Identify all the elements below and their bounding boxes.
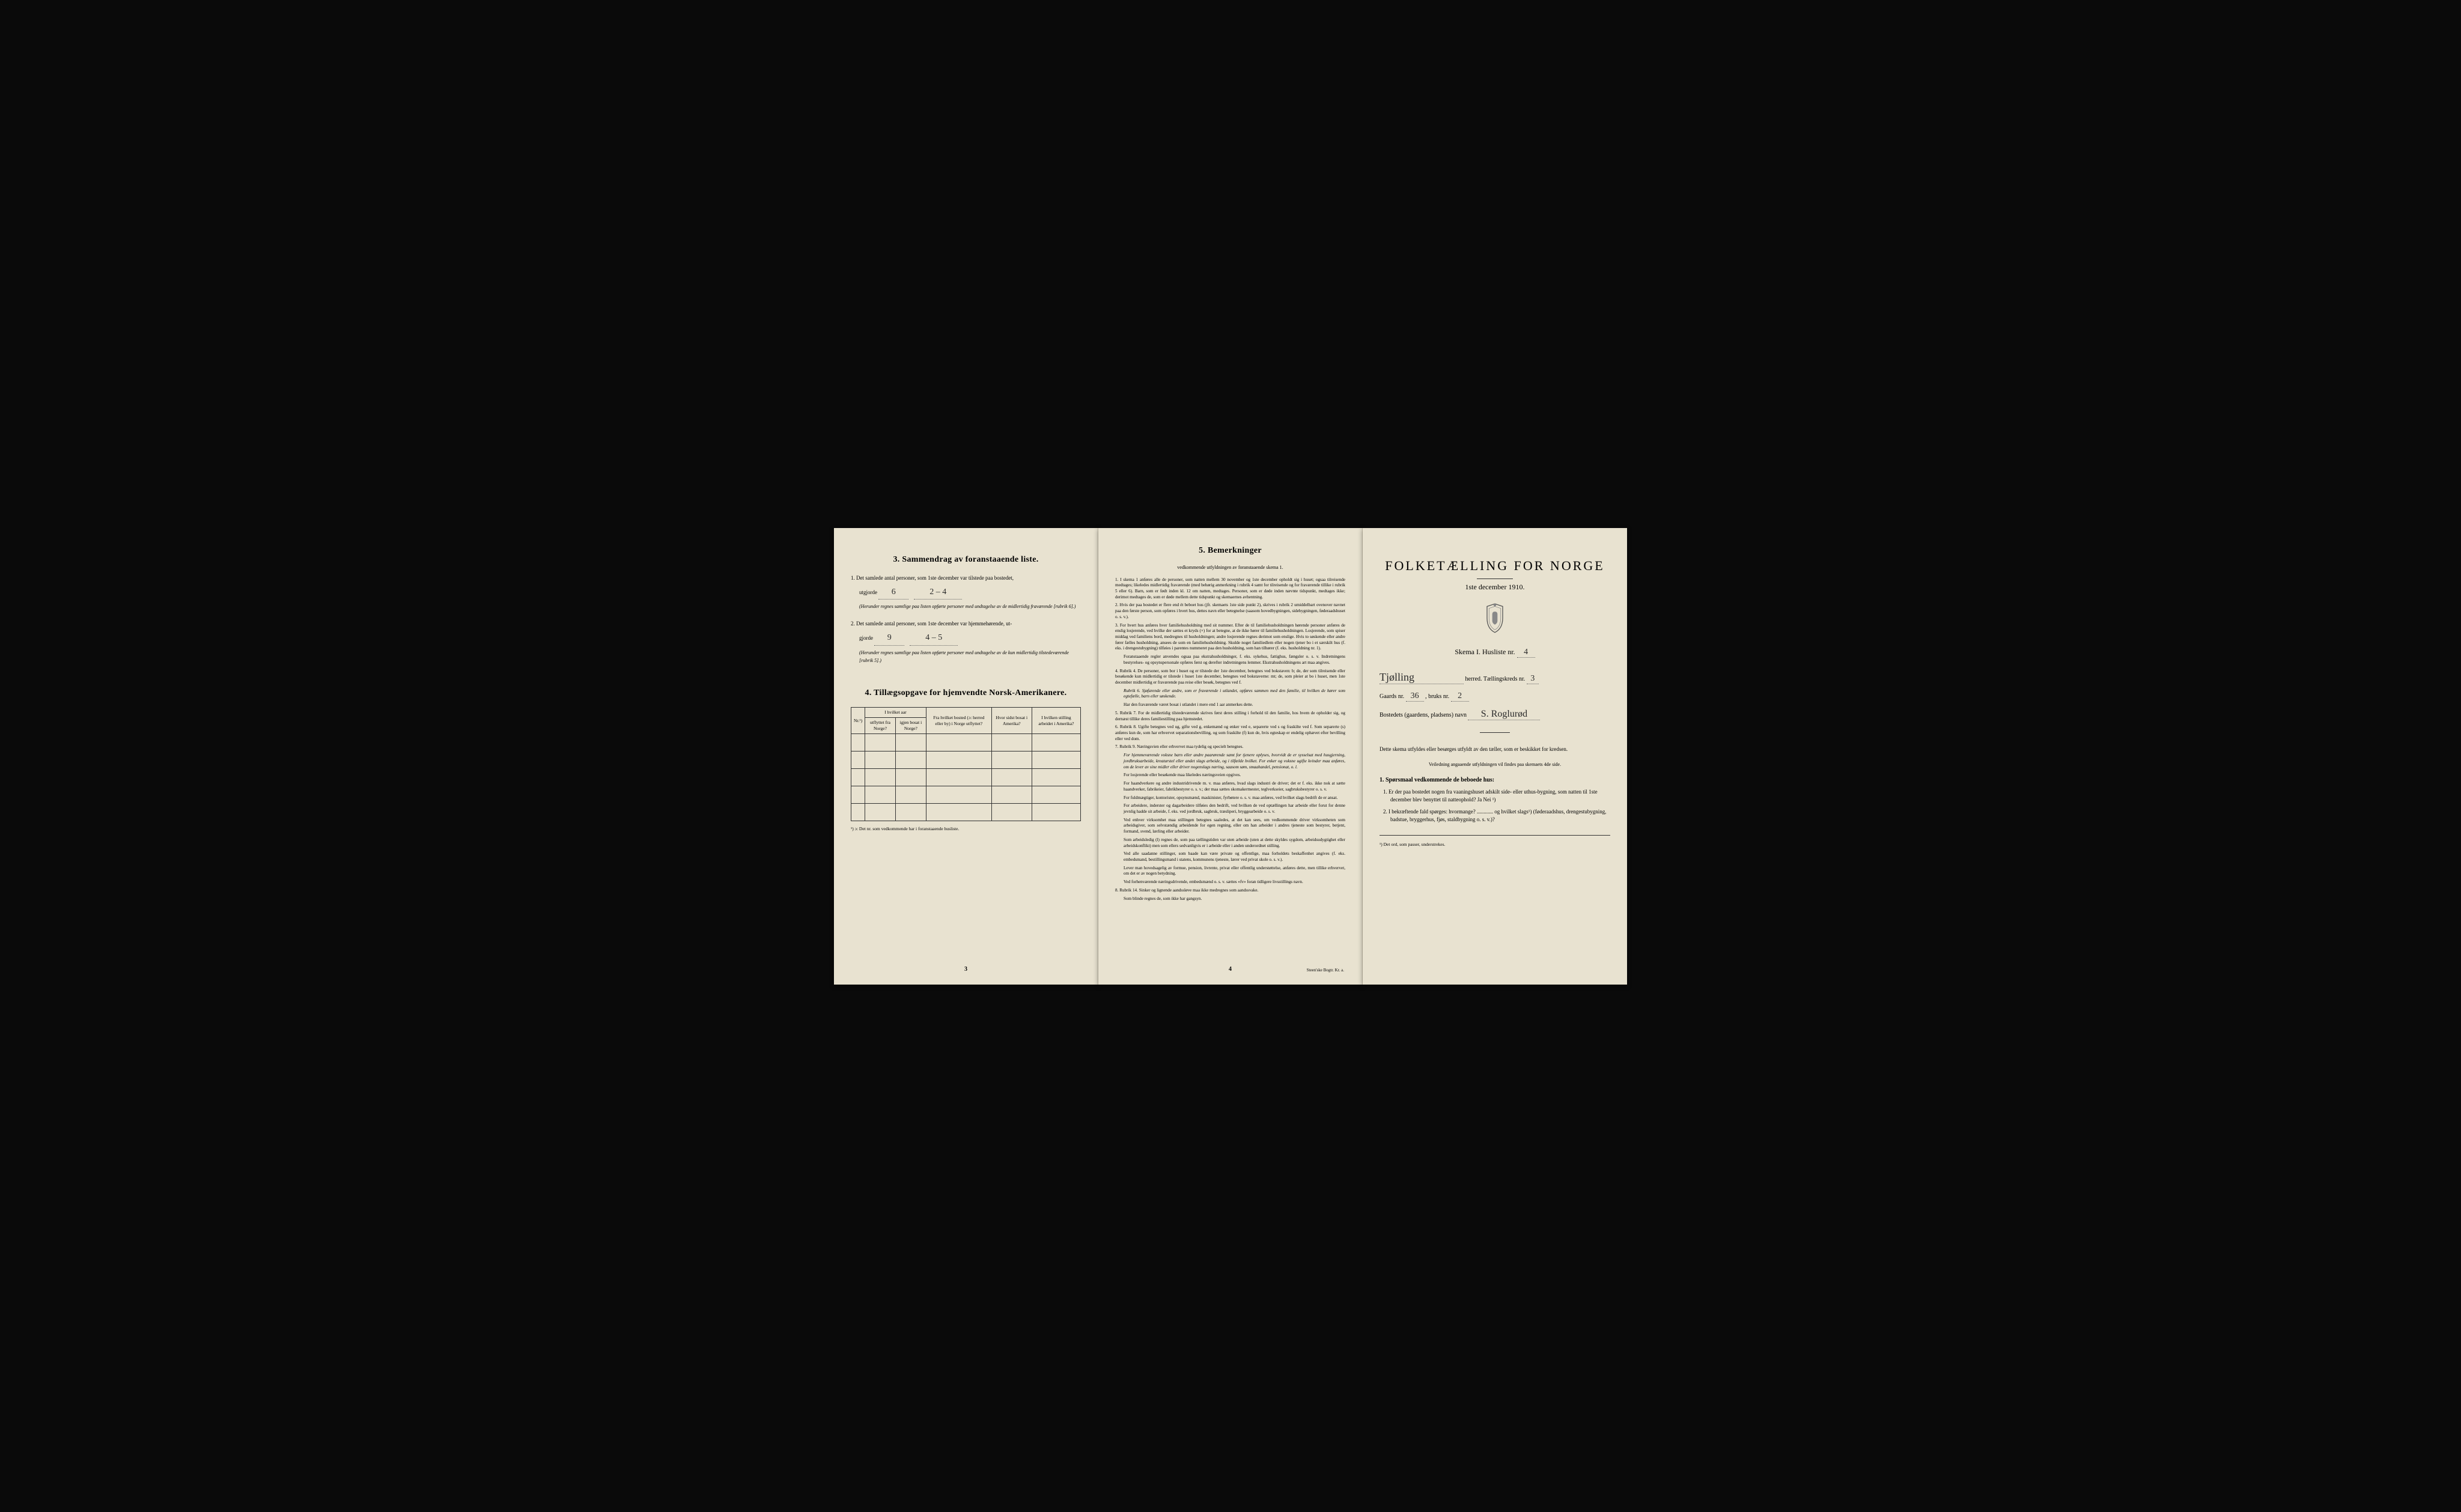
bruks-nr: 2 xyxy=(1451,691,1469,702)
gaards-nr: 36 xyxy=(1406,691,1424,702)
divider-rule xyxy=(1480,732,1510,733)
skema-label: Skema I. Husliste nr. xyxy=(1455,648,1515,656)
table-footnote: ¹) ɔ: Det nr. som vedkommende har i fora… xyxy=(851,826,1081,831)
remark-7j: Ved forhenværende næringsdrivende, embed… xyxy=(1124,879,1345,885)
item-2-values: gjorde 9 4 – 5 xyxy=(859,631,1081,645)
page-number-3: 3 xyxy=(964,966,967,973)
remark-7: 7. Rubrik 9. Næringsvien eller erhvervet… xyxy=(1115,744,1345,750)
section-5-subtitle: vedkommende utfyldningen av foranstaaend… xyxy=(1115,565,1345,570)
remark-8: 8. Rubrik 14. Sinker og lignende aandssl… xyxy=(1115,888,1345,894)
remark-7h: Ved alle saadanne stillinger, som baade … xyxy=(1124,851,1345,863)
footer-rule xyxy=(1380,835,1610,836)
remark-2: 2. Hvis der paa bostedet er flere end ét… xyxy=(1115,603,1345,620)
gaards-line: Gaards nr. 36 , bruks nr. 2 xyxy=(1380,691,1610,702)
bosted-line: Bostedets (gaardens, pladsens) navn S. R… xyxy=(1380,709,1610,720)
gjorde-label: gjorde xyxy=(859,635,873,641)
item-1-val2: 2 – 4 xyxy=(914,586,962,600)
table-row xyxy=(851,803,1081,821)
herred-label: herred. Tællingskreds nr. xyxy=(1465,676,1526,682)
kreds-nr: 3 xyxy=(1527,674,1539,684)
th-nr: Nr.¹) xyxy=(851,708,865,733)
husliste-nr: 4 xyxy=(1517,648,1535,658)
question-heading: 1. Spørsmaal vedkommende de beboede hus: xyxy=(1380,777,1610,783)
skema-line: Skema I. Husliste nr. 4 xyxy=(1380,648,1610,658)
herred-line: Tjølling herred. Tællingskreds nr. 3 xyxy=(1380,671,1610,684)
table-row xyxy=(851,733,1081,751)
section-4-title: 4. Tillægsopgave for hjemvendte Norsk-Am… xyxy=(851,688,1081,698)
remark-7a: For hjemmeværende voksne barn eller andr… xyxy=(1124,753,1345,770)
printer-note: Steen'ske Bogtr. Kr. a. xyxy=(1307,968,1344,973)
remark-7f: Ved enhver virksomhet maa stillingen bet… xyxy=(1124,818,1345,835)
page-number-4: 4 xyxy=(1229,966,1232,973)
th-utflyttet: utflyttet fra Norge? xyxy=(865,718,896,734)
item-2-val1: 9 xyxy=(874,631,904,645)
remark-7g: Som arbeidsledig (l) regnes de, som paa … xyxy=(1124,837,1345,849)
main-title: FOLKETÆLLING FOR NORGE xyxy=(1380,558,1610,574)
bosted-value: S. Roglurød xyxy=(1468,709,1540,720)
census-date: 1ste december 1910. xyxy=(1380,583,1610,592)
utgjorde-label: utgjorde xyxy=(859,589,877,595)
table-row xyxy=(851,751,1081,768)
remark-7c: For haandverkere og andre industridriven… xyxy=(1124,781,1345,792)
section-5-title: 5. Bemerkninger xyxy=(1115,546,1345,556)
amerikaner-table: Nr.¹) I hvilket aar Fra hvilket bosted (… xyxy=(851,707,1081,821)
item-2-val2: 4 – 5 xyxy=(910,631,958,645)
table-row xyxy=(851,768,1081,786)
title-rule xyxy=(1477,578,1513,579)
section-3-title: 3. Sammendrag av foranstaaende liste. xyxy=(851,555,1081,565)
coat-of-arms-icon xyxy=(1380,603,1610,637)
remark-7d: For fuldmægtiger, kontorister, opsynsmæn… xyxy=(1124,795,1345,801)
bosted-label: Bostedets (gaardens, pladsens) navn xyxy=(1380,712,1467,718)
remark-4b: Rubrik 6. Sjøfarende eller andre, som er… xyxy=(1124,688,1345,700)
item-1-values: utgjorde 6 2 – 4 xyxy=(859,586,1081,600)
question-1: 1. Er der paa bostedet nogen fra vaaning… xyxy=(1390,788,1610,804)
th-bosted: Fra hvilket bosted (ɔ: herred eller by) … xyxy=(926,708,991,733)
remark-1: 1. I skema 1 anføres alle de personer, s… xyxy=(1115,577,1345,601)
page-cover: FOLKETÆLLING FOR NORGE 1ste december 191… xyxy=(1363,528,1627,985)
remark-7i: Lever man hovedsagelig av formue, pensio… xyxy=(1124,866,1345,877)
bruks-label: , bruks nr. xyxy=(1425,693,1449,700)
remark-3: 3. For hvert hus anføres hver familiehus… xyxy=(1115,623,1345,652)
item-1-paren: (Herunder regnes samtlige paa listen opf… xyxy=(859,603,1081,611)
instruction-small: Veiledning angaaende utfyldningen vil fi… xyxy=(1380,762,1610,767)
remark-4: 4. Rubrik 4. De personer, som bor i huse… xyxy=(1115,669,1345,686)
remark-5: 5. Rubrik 7. For de midlertidig tilstede… xyxy=(1115,711,1345,722)
item-2-paren: (Herunder regnes samtlige paa listen opf… xyxy=(859,649,1081,665)
remark-6: 6. Rubrik 8. Ugifte betegnes ved ug, gif… xyxy=(1115,724,1345,742)
th-stilling: I hvilken stilling arbeidet i Amerika? xyxy=(1032,708,1080,733)
herred-value: Tjølling xyxy=(1380,671,1464,684)
remark-8b: Som blinde regnes de, som ikke har gangs… xyxy=(1124,896,1345,902)
page-3: 3. Sammendrag av foranstaaende liste. 1.… xyxy=(834,528,1098,985)
remark-4c: Har den fraværende været bosat i utlande… xyxy=(1124,702,1345,708)
remark-7b: For losjerende eller besøkende maa likel… xyxy=(1124,773,1345,779)
instruction-text: Dette skema utfyldes eller besørges utfy… xyxy=(1380,745,1610,753)
remark-7e: For arbeidere, inderster og dagarbeidere… xyxy=(1124,803,1345,815)
item-2-lead: 2. Det samlede antal personer, som 1ste … xyxy=(851,619,1081,628)
item-1-lead: 1. Det samlede antal personer, som 1ste … xyxy=(851,574,1081,582)
document-spread: 3. Sammendrag av foranstaaende liste. 1.… xyxy=(816,510,1645,1003)
question-2: 2. I bekræftende fald spørges: hvormange… xyxy=(1390,808,1610,824)
footnote-right: ¹) Det ord, som passer, understrekes. xyxy=(1380,842,1610,847)
th-amerika: Hvor sidst bosat i Amerika? xyxy=(991,708,1032,733)
th-igjen: igjen bosat i Norge? xyxy=(895,718,926,734)
th-aar: I hvilket aar xyxy=(865,708,926,718)
item-1-val1: 6 xyxy=(878,586,908,600)
remark-3b: Foranstaaende regler anvendes ogsaa paa … xyxy=(1124,654,1345,666)
page-4: 5. Bemerkninger vedkommende utfyldningen… xyxy=(1098,528,1363,985)
table-row xyxy=(851,786,1081,803)
gaards-label: Gaards nr. xyxy=(1380,693,1404,700)
